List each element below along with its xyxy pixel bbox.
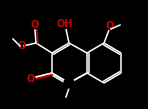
Circle shape xyxy=(64,78,74,88)
Text: O: O xyxy=(31,20,39,30)
Text: OH: OH xyxy=(57,19,73,29)
Text: O: O xyxy=(18,41,26,51)
Text: O: O xyxy=(106,21,114,31)
Text: O: O xyxy=(27,74,35,84)
Text: N: N xyxy=(65,78,73,88)
